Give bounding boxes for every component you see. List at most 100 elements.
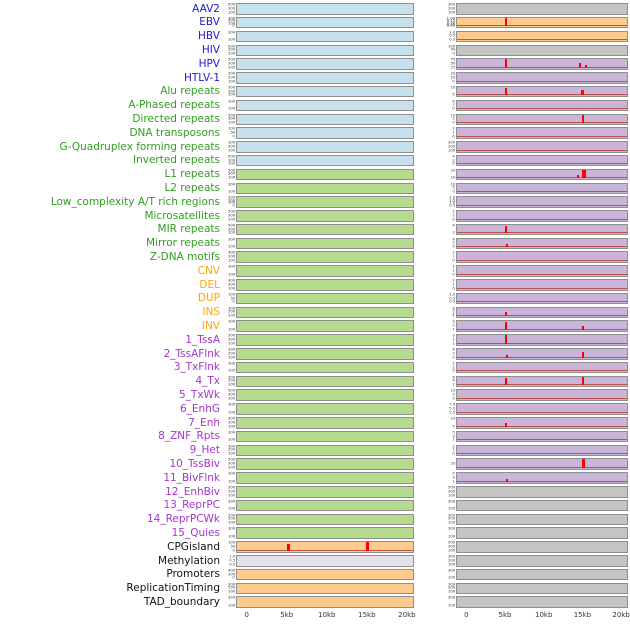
- y-tick-label: 200: [227, 75, 235, 80]
- track-panel-right: [456, 141, 628, 153]
- y-tick-label: 500: [227, 209, 235, 214]
- y-tick-label: 2: [452, 127, 455, 132]
- signal-baseline: [457, 204, 627, 206]
- y-ticks-left: 300 100: [223, 265, 236, 277]
- y-tick-label: 1: [452, 327, 455, 332]
- y-tick-label: 2: [452, 103, 455, 108]
- signal-spike: [506, 244, 509, 248]
- track-panel-right: [456, 16, 628, 29]
- y-tick-label: 2: [452, 251, 455, 256]
- y-tick-label: 500: [227, 154, 235, 159]
- y-tick-label: 100: [447, 44, 455, 49]
- track-label: 8_ZNF_Rpts: [158, 430, 220, 443]
- track-panel-left: [236, 320, 414, 332]
- track-panel-left: [236, 513, 414, 526]
- track-panel-left: [236, 403, 414, 415]
- track-panel-left: [236, 458, 414, 470]
- y-ticks-right: 300 200 100: [414, 141, 456, 153]
- y-tick-label: 0: [452, 451, 455, 457]
- y-tick-label: 100: [227, 341, 235, 346]
- y-tick-label: 20: [450, 461, 455, 467]
- y-tick-label: 100: [227, 369, 235, 374]
- y-tick-label: 200: [227, 351, 235, 356]
- track-panel-right: [456, 127, 628, 139]
- track-row: 8_ZNF_Rpts 300 100 5 3 1: [1, 430, 628, 444]
- signal-spike: [581, 90, 585, 96]
- y-tick-label: 500: [227, 223, 235, 228]
- y-tick-label: 200: [227, 572, 235, 577]
- track-label: Inverted repeats: [132, 154, 220, 167]
- track-row: Microsatellites 500 300 100 2 1 0: [1, 209, 628, 223]
- y-tick-label: 25: [450, 65, 455, 70]
- track-label: Alu repeats: [160, 85, 220, 98]
- y-tick-label: 100: [227, 231, 235, 236]
- y-tick-label: 1: [452, 448, 455, 453]
- y-ticks-left: 300 200 100: [223, 417, 236, 429]
- y-ticks-right: 1.00 0.75 0.50 0.25 0.00: [414, 17, 456, 29]
- signal-baseline: [457, 94, 627, 96]
- y-tick-label: 2.5: [448, 410, 455, 415]
- y-tick-label: 0: [452, 120, 455, 125]
- y-tick-label: 100: [227, 327, 235, 332]
- y-ticks-left: 300 100: [223, 403, 236, 415]
- track-panel-right: [456, 44, 628, 57]
- track-row: L2 repeats 300 100 10 5 0: [1, 181, 628, 195]
- x-axis-tick: 5kb: [498, 611, 512, 619]
- y-tick-label: 100: [227, 603, 235, 608]
- y-tick-label: 0.5: [448, 203, 455, 208]
- y-tick-label: 100: [227, 189, 235, 194]
- y-ticks-right: 10 5: [414, 86, 456, 98]
- track-label: 7_Enh: [188, 416, 220, 429]
- y-tick-label: 1: [452, 130, 455, 135]
- y-tick-label: 7.5: [448, 402, 455, 408]
- y-tick-label: 300: [227, 195, 235, 201]
- y-tick-label: 100: [447, 534, 455, 539]
- track-panel-right: [456, 499, 628, 512]
- y-tick-label: 300: [227, 461, 235, 467]
- track-row: 1_TssA 500 300 100 3 2 1: [1, 333, 628, 347]
- signal-baseline: [457, 342, 627, 344]
- signal-baseline: [457, 122, 627, 124]
- track-panel-right: [456, 486, 628, 498]
- y-tick-label: 10: [450, 85, 455, 90]
- y-tick-label: 10: [450, 389, 455, 394]
- y-tick-label: 100: [227, 200, 235, 206]
- y-tick-label: 0: [452, 369, 455, 374]
- y-ticks-right: 300 200 100: [414, 583, 456, 595]
- y-ticks-left: 500 300 100: [223, 224, 236, 236]
- y-tick-label: 200: [227, 448, 235, 453]
- y-tick-label: 300: [227, 172, 235, 177]
- y-tick-label: 100: [447, 520, 455, 526]
- track-panel-left: [236, 279, 414, 291]
- y-ticks-left: 300 100: [223, 596, 236, 608]
- y-tick-label: 300: [447, 2, 455, 8]
- y-ticks-left: 300 200 100 0: [223, 196, 236, 208]
- track-panel-right: [456, 306, 628, 319]
- y-tick-label: 0: [452, 244, 455, 250]
- y-tick-label: 3: [452, 434, 455, 439]
- track-label: Methylation: [158, 554, 220, 567]
- y-tick-label: 100: [227, 51, 235, 56]
- y-tick-label: 10: [450, 175, 455, 181]
- y-tick-label: 300: [227, 30, 235, 35]
- signal-spike: [581, 459, 585, 468]
- track-row: ReplicationTiming 300 200 100 300 200 100: [1, 581, 628, 595]
- signal-spike: [505, 335, 508, 344]
- y-tick-label: 300: [227, 306, 235, 311]
- y-tick-label: 1: [452, 365, 455, 370]
- y-ticks-left: 300 200 100: [223, 445, 236, 457]
- y-tick-label: 3: [452, 320, 455, 325]
- y-tick-label: 0: [232, 576, 235, 581]
- y-ticks-left: 300 100: [223, 500, 236, 512]
- track-label: ReplicationTiming: [126, 582, 220, 595]
- y-ticks-right: 10 5 0: [414, 182, 456, 195]
- y-tick-label: 300: [227, 337, 235, 342]
- track-panel-left: [236, 596, 414, 608]
- y-tick-label: 300: [227, 116, 235, 122]
- y-tick-label: 10: [450, 75, 455, 80]
- y-tick-label: 100: [227, 286, 235, 291]
- track-row: Z-DNA motifs 300 200 100 2 1 0: [1, 250, 628, 264]
- track-row: Methylation 1.0 0.5 0.0 300 200 100: [1, 554, 628, 568]
